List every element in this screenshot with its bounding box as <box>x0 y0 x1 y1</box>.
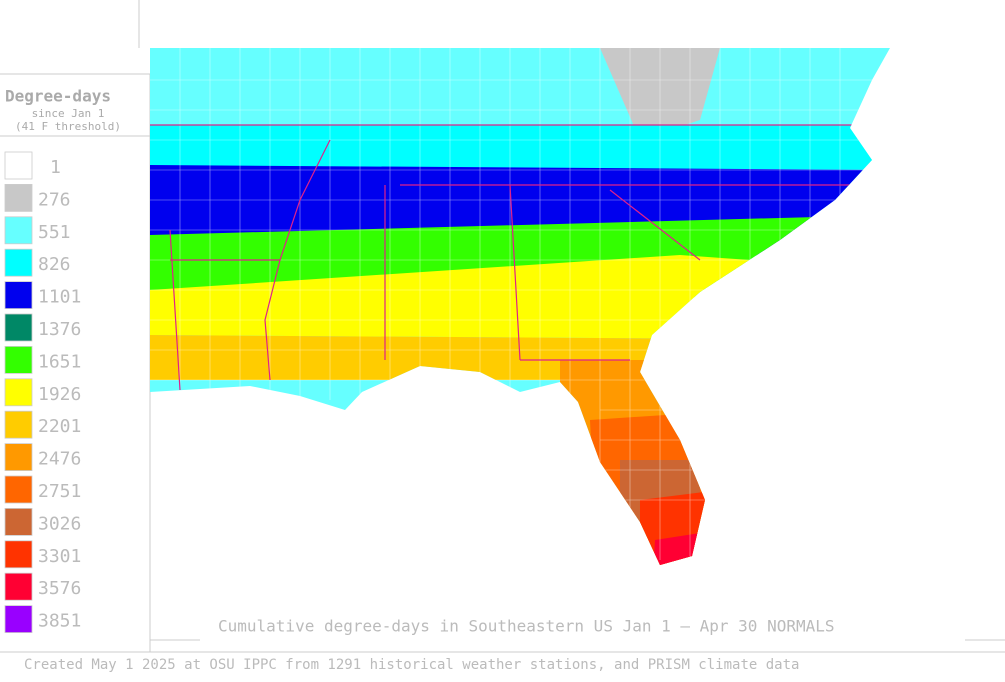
legend-label: 2751 <box>38 481 81 502</box>
legend-swatch <box>4 572 33 601</box>
legend-label: 1651 <box>38 351 81 372</box>
legend-label: 3026 <box>38 513 81 534</box>
legend-swatch <box>4 248 33 277</box>
legend-label: 1 <box>50 157 61 178</box>
legend-label: 1926 <box>38 384 81 405</box>
legend-label: 1376 <box>38 319 81 340</box>
legend-swatch <box>4 605 33 633</box>
legend-swatch <box>4 151 33 180</box>
legend-swatch <box>4 507 33 536</box>
legend-label: 3301 <box>38 546 81 567</box>
legend-subtitle: since Jan 1 <box>32 107 105 120</box>
legend-label: 3851 <box>38 611 81 632</box>
legend-swatch <box>4 410 33 439</box>
legend-swatch <box>4 540 33 569</box>
legend-label: 826 <box>38 254 71 275</box>
legend-title: Degree-days <box>5 87 111 106</box>
legend-swatch <box>4 281 33 310</box>
legend-threshold: (41 F threshold) <box>15 120 121 133</box>
legend-swatch <box>4 183 33 212</box>
footer: Created May 1 2025 at OSU IPPC from 1291… <box>24 657 799 673</box>
caption: Cumulative degree-days in Southeastern U… <box>218 617 835 636</box>
legend-swatch <box>4 475 33 504</box>
legend-label: 2476 <box>38 449 81 470</box>
legend-swatch <box>4 313 33 342</box>
map <box>150 48 890 565</box>
legend-swatch <box>4 378 33 407</box>
legend-label: 276 <box>38 189 71 210</box>
legend-label: 2201 <box>38 416 81 437</box>
legend-label: 551 <box>38 222 71 243</box>
legend-label: 3576 <box>38 578 81 599</box>
legend-swatch <box>4 345 33 374</box>
legend: 1 276 551 826 1101 1376 1651 1926 2201 2476 2751 30… <box>4 151 81 633</box>
legend-swatch <box>4 443 33 472</box>
legend-swatch <box>4 216 33 245</box>
legend-label: 1101 <box>38 287 81 308</box>
